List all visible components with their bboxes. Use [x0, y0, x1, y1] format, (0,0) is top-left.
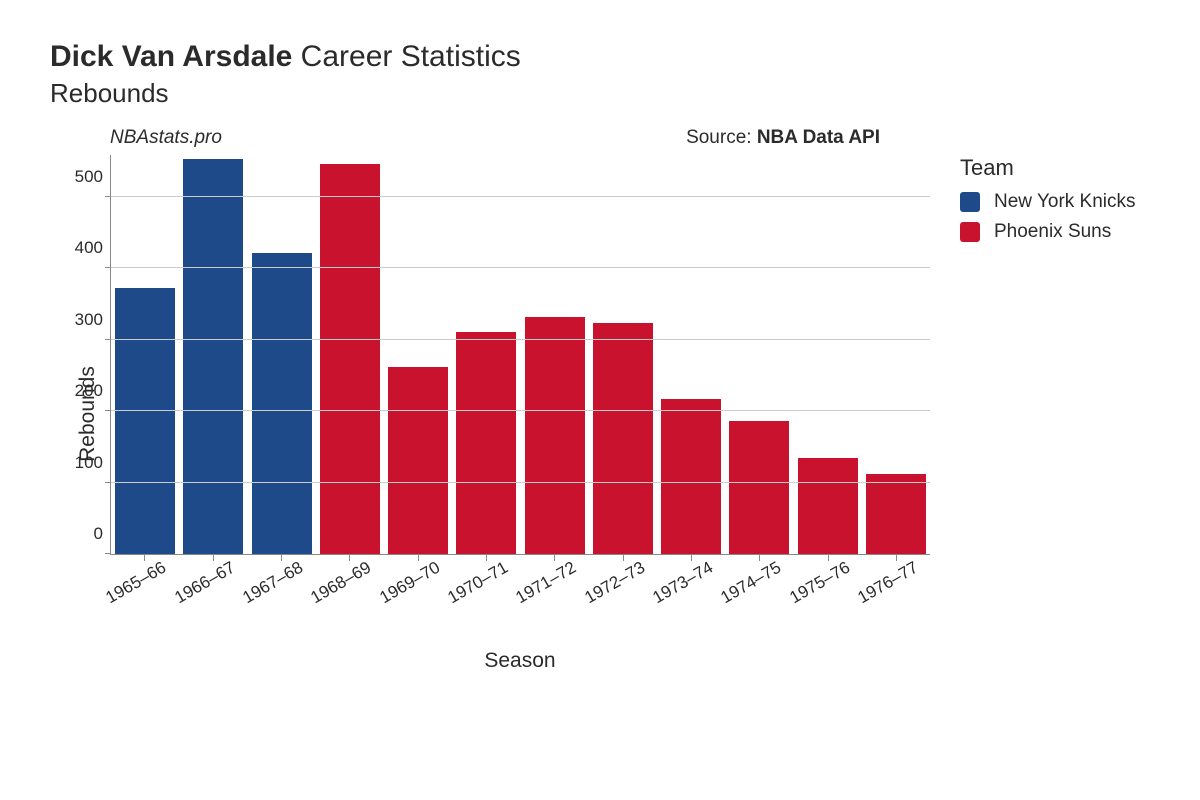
- bar: [798, 458, 858, 554]
- watermark-text: NBAstats.pro: [110, 127, 222, 149]
- legend-swatch: [960, 222, 980, 242]
- legend-swatch: [960, 192, 980, 212]
- x-tick-label: 1973–74: [649, 558, 716, 608]
- x-tick-mark: [828, 555, 829, 561]
- bar-slot: [384, 155, 452, 554]
- y-tick-label: 300: [75, 310, 111, 330]
- y-tick-mark: [105, 553, 111, 554]
- x-tick-row: 1965–661966–671967–681968–691969–701970–…: [110, 555, 930, 645]
- x-tick-label: 1972–73: [581, 558, 648, 608]
- gridline: [111, 410, 930, 411]
- y-tick-label: 200: [75, 381, 111, 401]
- y-tick-label: 400: [75, 238, 111, 258]
- plot-region: 0100200300400500: [110, 155, 930, 555]
- legend-label: Phoenix Suns: [994, 221, 1111, 243]
- bar-slot: [725, 155, 793, 554]
- x-tick-mark: [623, 555, 624, 561]
- legend-items: New York Knicks Phoenix Suns: [960, 191, 1136, 243]
- legend-title: Team: [960, 155, 1136, 181]
- bar-slot: [794, 155, 862, 554]
- chart-title: Dick Van Arsdale Career Statistics: [50, 40, 1150, 74]
- y-tick-label: 100: [75, 453, 111, 473]
- x-tick-mark: [349, 555, 350, 561]
- x-tick-label: 1971–72: [513, 558, 580, 608]
- bar-slot: [179, 155, 247, 554]
- x-tick-label: 1965–66: [103, 558, 170, 608]
- x-tick-label: 1976–77: [854, 558, 921, 608]
- source-name: NBA Data API: [757, 127, 880, 148]
- bar: [388, 367, 448, 554]
- title-player-name: Dick Van Arsdale: [50, 40, 292, 73]
- bar: [593, 323, 653, 554]
- y-tick-label: 0: [94, 524, 111, 544]
- legend-item: New York Knicks: [960, 191, 1136, 213]
- bar-slot: [862, 155, 930, 554]
- gridline: [111, 339, 930, 340]
- x-tick-label: 1967–68: [239, 558, 306, 608]
- chart-area: Rebounds 0100200300400500 1965–661966–67…: [110, 155, 930, 673]
- gridline: [111, 482, 930, 483]
- bar-slot: [111, 155, 179, 554]
- bar: [115, 288, 175, 554]
- bar-slot: [248, 155, 316, 554]
- bar: [456, 332, 516, 554]
- y-tick-mark: [105, 339, 111, 340]
- bars-group: [111, 155, 930, 554]
- bar: [729, 421, 789, 554]
- x-tick-mark: [281, 555, 282, 561]
- x-tick-mark: [759, 555, 760, 561]
- bar: [866, 474, 926, 555]
- title-suffix: Career Statistics: [292, 40, 520, 73]
- x-tick-label: 1974–75: [718, 558, 785, 608]
- bar-slot: [452, 155, 520, 554]
- bar: [320, 164, 380, 554]
- x-axis-label: Season: [110, 649, 930, 673]
- bar: [252, 253, 312, 554]
- bar: [525, 317, 585, 554]
- chart-body: Rebounds 0100200300400500 1965–661966–67…: [50, 155, 1150, 673]
- bar-slot: [521, 155, 589, 554]
- x-tick-mark: [896, 555, 897, 561]
- x-tick-mark: [691, 555, 692, 561]
- meta-row: NBAstats.pro Source: NBA Data API: [50, 127, 880, 155]
- bar: [661, 399, 721, 554]
- y-tick-mark: [105, 482, 111, 483]
- x-tick-mark: [213, 555, 214, 561]
- legend-label: New York Knicks: [994, 191, 1136, 213]
- chart-subtitle: Rebounds: [50, 78, 1150, 109]
- source-prefix: Source:: [686, 127, 757, 148]
- bar-slot: [316, 155, 384, 554]
- legend: Team New York Knicks Phoenix Suns: [960, 155, 1136, 251]
- x-tick-mark: [554, 555, 555, 561]
- y-tick-label: 500: [75, 167, 111, 187]
- gridline: [111, 267, 930, 268]
- bar: [183, 159, 243, 554]
- source-attribution: Source: NBA Data API: [686, 127, 880, 149]
- y-tick-mark: [105, 196, 111, 197]
- x-tick-label: 1968–69: [308, 558, 375, 608]
- bar-slot: [657, 155, 725, 554]
- x-tick-mark: [418, 555, 419, 561]
- x-tick-mark: [486, 555, 487, 561]
- x-tick-label: 1969–70: [376, 558, 443, 608]
- y-tick-mark: [105, 410, 111, 411]
- y-tick-mark: [105, 267, 111, 268]
- x-tick-mark: [144, 555, 145, 561]
- bar-slot: [589, 155, 657, 554]
- x-tick-label: 1970–71: [444, 558, 511, 608]
- gridline: [111, 196, 930, 197]
- legend-item: Phoenix Suns: [960, 221, 1136, 243]
- chart-container: Dick Van Arsdale Career Statistics Rebou…: [0, 0, 1200, 703]
- x-tick-label: 1975–76: [786, 558, 853, 608]
- x-tick-label: 1966–67: [171, 558, 238, 608]
